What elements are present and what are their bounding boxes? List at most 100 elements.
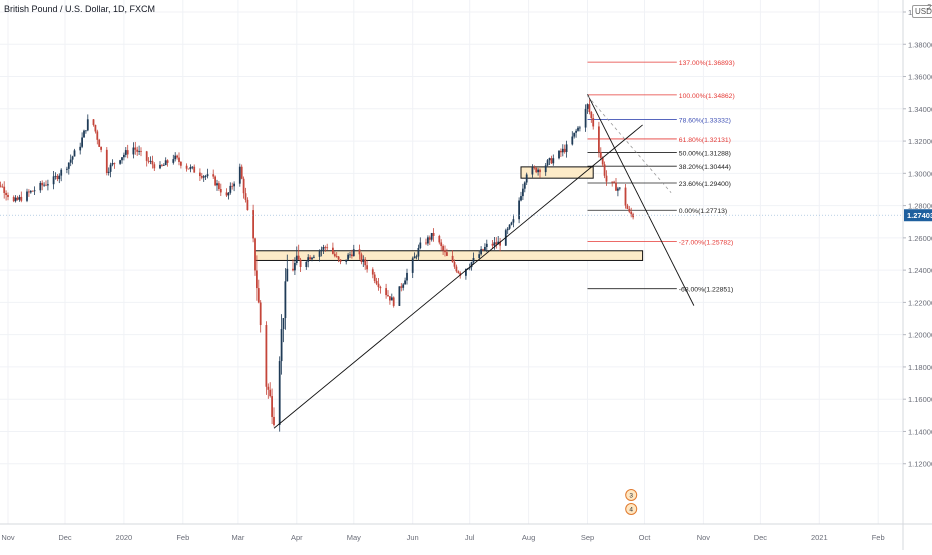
candle-body (66, 168, 68, 170)
candle-body (56, 175, 59, 180)
candle-body (31, 190, 34, 192)
candle-body (73, 150, 76, 157)
candle-body (413, 256, 416, 259)
candle-body (419, 242, 422, 248)
candle-body (335, 256, 338, 257)
candle-body (214, 176, 216, 186)
candle-body (172, 159, 175, 163)
candle-body (539, 169, 541, 173)
price-tick-label: 1.32000 (908, 137, 932, 146)
price-zone (254, 250, 644, 261)
candle-body (159, 164, 161, 169)
candles (0, 99, 634, 432)
candle-body (457, 271, 460, 273)
candle-body (598, 126, 600, 153)
candle-body (366, 265, 368, 270)
candle-body (12, 197, 15, 202)
candle-body (100, 146, 102, 150)
candle-body (204, 176, 207, 177)
candle-body (43, 184, 45, 186)
candle-body (178, 157, 180, 162)
candle-body (605, 175, 608, 182)
candle-body (575, 130, 577, 133)
trendline (587, 94, 695, 306)
candle-body (552, 158, 555, 164)
time-tick-label: 2021 (811, 533, 828, 542)
candle-body (508, 224, 511, 229)
candle-body (140, 150, 142, 152)
currency-badge[interactable]: USD (912, 5, 932, 18)
candle-body (123, 154, 125, 158)
candle-body (478, 254, 481, 258)
candle-body (246, 199, 249, 211)
price-tick-label: 1.26000 (908, 234, 932, 243)
candle-body (484, 247, 486, 251)
fib-level-label: 78.60%(1.33332) (679, 118, 731, 125)
candle-body (149, 160, 152, 162)
candle-body (193, 166, 196, 173)
candle-body (427, 237, 429, 244)
fibonacci-extension[interactable]: 137.00%(1.36893) 100.00%(1.34862) 78.60%(1… (587, 60, 735, 294)
candle-body (345, 259, 348, 262)
candle-body (98, 139, 101, 147)
trendlines[interactable] (273, 94, 695, 429)
candle-body (618, 187, 621, 189)
candle-body (537, 169, 539, 173)
time-tick-label: Oct (639, 533, 652, 542)
candle-body (535, 167, 538, 173)
candle-body (579, 127, 581, 129)
event-marker-icon[interactable] (625, 489, 638, 501)
candle-body (153, 164, 156, 169)
candle-body (360, 254, 363, 262)
candle-body (147, 160, 150, 162)
candle-body (586, 104, 589, 109)
candle-body (485, 243, 488, 248)
candle-body (200, 176, 203, 178)
candle-body (362, 259, 365, 262)
time-axis[interactable]: Nov Dec 2020 Feb Mar Apr May Jun Jul Aug Sep Oct Nov… (0, 523, 932, 542)
candle-body (347, 254, 349, 260)
candle-body (392, 297, 395, 306)
price-tick-label: 1.36000 (908, 73, 932, 82)
candle-body (390, 297, 393, 301)
time-tick-label: Apr (291, 533, 303, 542)
time-tick-label: Sep (581, 533, 594, 542)
candle-body (307, 257, 310, 262)
candle-body (497, 241, 500, 245)
candle-body (233, 183, 235, 187)
candle-body (265, 325, 268, 387)
time-tick-label: Mar (231, 533, 244, 542)
candle-body (313, 256, 315, 258)
candle-body (1, 186, 4, 188)
candle-body (79, 146, 82, 151)
candle-body (611, 181, 614, 183)
candle-body (480, 249, 482, 255)
candle-body (522, 188, 524, 197)
candle-body (472, 257, 475, 263)
candle-body (615, 182, 617, 191)
candle-body (166, 160, 169, 163)
candle-body (39, 182, 42, 191)
candle-body (3, 186, 6, 193)
candle-body (189, 166, 192, 170)
candle-body (286, 268, 289, 282)
candle-body (349, 254, 351, 256)
event-marker-icon[interactable] (625, 503, 638, 515)
candle-body (33, 190, 36, 192)
candle-body (371, 269, 374, 275)
candle-body (379, 287, 382, 289)
candle-body (630, 211, 633, 215)
candle-body (187, 168, 190, 170)
time-tick-label: Nov (1, 533, 15, 542)
time-tick-label: Dec (58, 533, 72, 542)
candle-body (493, 242, 496, 246)
event-markers[interactable]: 34 (625, 489, 638, 515)
candle-body (294, 262, 296, 271)
candle-body (428, 237, 431, 240)
candle-body (254, 238, 256, 271)
price-tick-label: 1.24000 (908, 266, 932, 275)
candle-body (269, 389, 272, 397)
